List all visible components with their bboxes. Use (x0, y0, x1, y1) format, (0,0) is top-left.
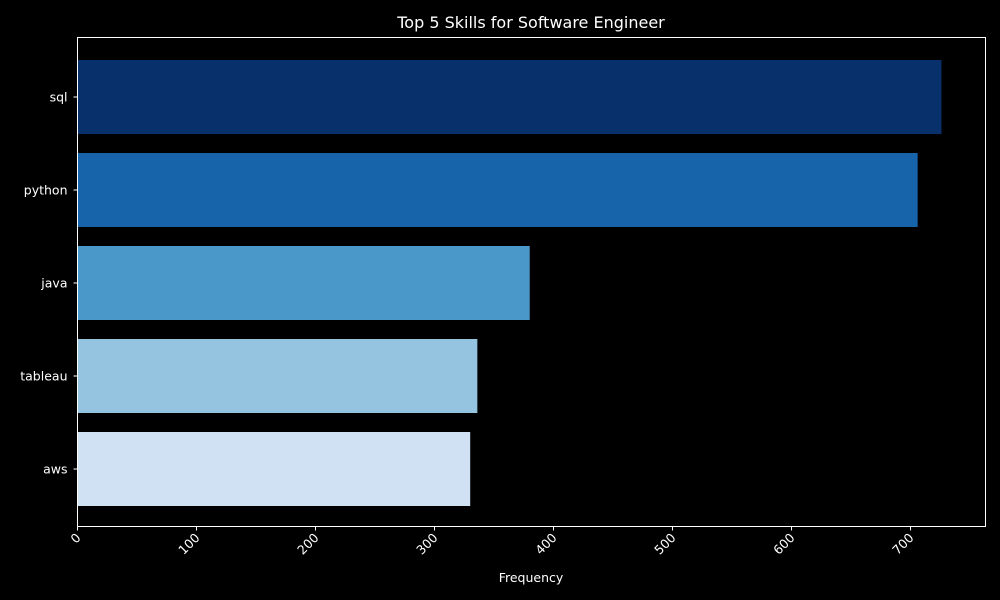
x-tick-label-400: 400 (532, 530, 560, 558)
chart-title: Top 5 Skills for Software Engineer (396, 13, 665, 32)
x-ticks-layer: 0 100 200 300 400 500 600 700 (67, 526, 917, 558)
x-axis-label: Frequency (499, 570, 564, 585)
x-tick-label-300: 300 (413, 530, 441, 558)
x-tick-label-200: 200 (294, 530, 322, 558)
bar-sql (77, 60, 942, 134)
x-tick-label-700: 700 (889, 530, 917, 558)
x-tick-label-100: 100 (175, 530, 203, 558)
bar-aws (77, 432, 471, 506)
y-tick-label-java: java (40, 276, 67, 291)
y-tick-label-sql: sql (50, 90, 68, 105)
bar-python (77, 153, 918, 227)
bar-java (77, 246, 530, 320)
y-ticks-layer: sql python java tableau aws (20, 90, 78, 477)
x-tick-label-0: 0 (67, 530, 83, 546)
bars-layer (77, 60, 942, 506)
x-tick-label-600: 600 (770, 530, 798, 558)
plot-frame (77, 37, 986, 527)
y-tick-label-python: python (24, 183, 68, 198)
x-tick-label-500: 500 (651, 530, 679, 558)
bar-tableau (77, 339, 478, 413)
y-tick-label-tableau: tableau (20, 369, 67, 384)
y-tick-label-aws: aws (43, 462, 67, 477)
